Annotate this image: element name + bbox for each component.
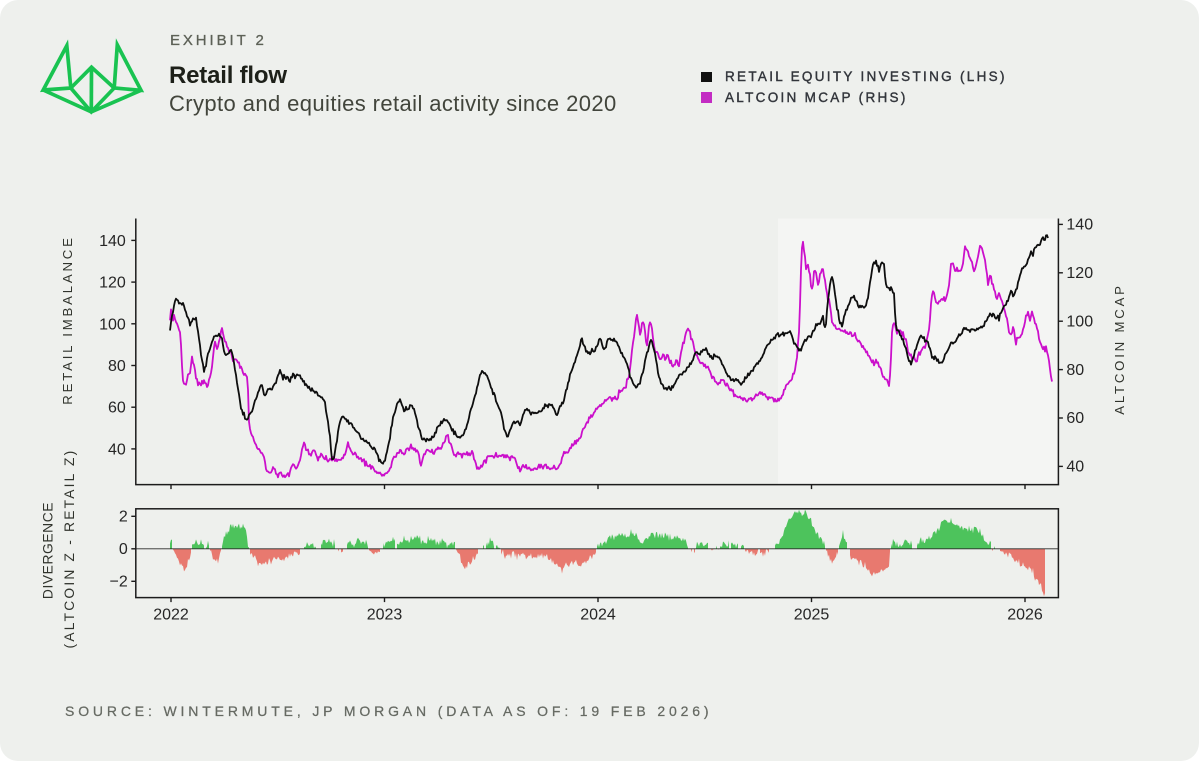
svg-text:2023: 2023 [367, 607, 403, 624]
svg-text:80: 80 [1066, 362, 1084, 379]
svg-text:(ALTCOIN Z - RETAIL Z): (ALTCOIN Z - RETAIL Z) [62, 449, 77, 649]
svg-text:80: 80 [108, 358, 126, 375]
svg-text:100: 100 [99, 316, 126, 333]
svg-text:DIVERGENCE: DIVERGENCE [41, 502, 56, 599]
svg-text:−2: −2 [110, 574, 128, 591]
svg-text:2024: 2024 [580, 607, 616, 624]
svg-text:ALTCOIN MCAP: ALTCOIN MCAP [1112, 283, 1127, 415]
svg-text:2: 2 [119, 509, 128, 526]
svg-text:40: 40 [1066, 459, 1084, 476]
svg-text:0: 0 [119, 541, 128, 558]
svg-text:2026: 2026 [1007, 607, 1043, 624]
svg-text:120: 120 [99, 275, 126, 292]
svg-text:60: 60 [1066, 410, 1084, 427]
svg-text:100: 100 [1066, 313, 1093, 330]
svg-text:60: 60 [108, 400, 126, 417]
svg-text:40: 40 [108, 441, 126, 458]
svg-text:2022: 2022 [153, 607, 189, 624]
svg-text:RETAIL IMBALANCE: RETAIL IMBALANCE [60, 235, 75, 404]
svg-text:2025: 2025 [794, 607, 830, 624]
svg-text:120: 120 [1066, 265, 1093, 282]
svg-text:140: 140 [99, 233, 126, 250]
svg-text:140: 140 [1066, 217, 1093, 234]
